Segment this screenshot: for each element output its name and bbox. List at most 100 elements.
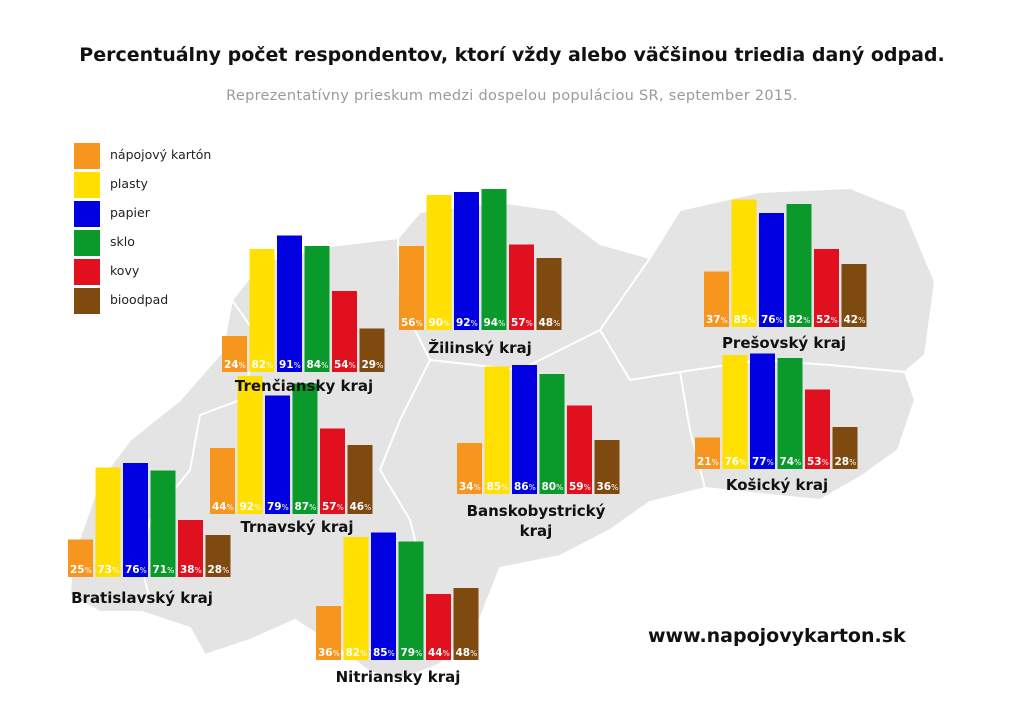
bar-value-number: 82 — [252, 359, 267, 371]
bar — [759, 213, 784, 327]
region-name-label: Banskobystrický — [467, 502, 606, 520]
bar — [704, 271, 729, 327]
bar-value-number: 28 — [208, 564, 223, 576]
bar-value-label: 46% — [350, 501, 372, 513]
bar-value-label: 34% — [459, 481, 481, 493]
bar-value-unit: % — [748, 316, 755, 325]
bar-value-number: 57 — [511, 317, 526, 329]
bar-value-unit: % — [498, 319, 505, 328]
bar-value-number: 79 — [401, 647, 416, 659]
bar-value-number: 21 — [697, 456, 712, 468]
bar-value-number: 52 — [816, 314, 831, 326]
bar-value-label: 57% — [511, 317, 533, 329]
bar-value-label: 42% — [844, 314, 866, 326]
bar-value-unit: % — [529, 483, 536, 492]
bar-value-unit: % — [167, 566, 174, 575]
bar-value-unit: % — [443, 649, 450, 658]
bar-value-label: 90% — [429, 317, 451, 329]
bar-value-number: 48 — [456, 647, 471, 659]
bar-value-label: 48% — [456, 647, 478, 659]
bar — [695, 437, 720, 469]
bar-value-label: 79% — [267, 501, 289, 513]
bar-value-unit: % — [222, 566, 229, 575]
bar-value-label: 37% — [706, 314, 728, 326]
region-border — [429, 257, 651, 372]
bar-value-unit: % — [849, 458, 856, 467]
website-link[interactable]: www.napojovykarton.sk — [648, 625, 906, 647]
bar-value-unit: % — [776, 316, 783, 325]
bar — [237, 376, 263, 514]
legend-item: kovy — [74, 259, 274, 285]
bar-value-unit: % — [321, 361, 328, 370]
bar-value-number: 44 — [212, 501, 227, 513]
bar-value-unit: % — [294, 361, 301, 370]
region-name-label: Bratislavský kraj — [71, 589, 213, 607]
bar — [68, 539, 93, 577]
bar — [210, 448, 235, 514]
chart-subtitle: Reprezentatívny prieskum medzi dospelou … — [226, 88, 798, 104]
bar-value-label: 28% — [835, 456, 857, 468]
bar-value-unit: % — [282, 503, 289, 512]
bar-value-label: 28% — [208, 564, 230, 576]
bar-value-label: 94% — [484, 317, 506, 329]
bar-value-number: 76 — [125, 564, 140, 576]
bar — [150, 470, 176, 577]
legend-swatch — [74, 288, 100, 314]
bar-value-label: 59% — [569, 481, 591, 493]
bar-value-number: 85 — [373, 647, 388, 659]
bar — [786, 204, 812, 327]
bar-value-unit: % — [858, 316, 865, 325]
bar-value-number: 48 — [539, 317, 554, 329]
bar — [332, 291, 357, 372]
bar-value-label: 82% — [252, 359, 274, 371]
bar — [750, 353, 775, 469]
bar — [316, 606, 341, 660]
bar-value-number: 71 — [153, 564, 168, 576]
region-border — [599, 329, 906, 382]
bar-value-unit: % — [739, 458, 746, 467]
region-name-label: Trnavský kraj — [240, 518, 353, 536]
bar — [567, 405, 592, 494]
bar-value-label: 82% — [346, 647, 368, 659]
bar — [304, 246, 330, 372]
legend-label: nápojový kartón — [110, 147, 212, 162]
bar-value-number: 34 — [459, 481, 474, 493]
bar-value-number: 73 — [98, 564, 113, 576]
bar-value-unit: % — [443, 319, 450, 328]
bar-value-number: 74 — [780, 456, 795, 468]
bar-value-label: 79% — [401, 647, 423, 659]
bar-value-unit: % — [526, 319, 533, 328]
bar — [594, 440, 620, 494]
bar-value-label: 77% — [752, 456, 774, 468]
legend-label: sklo — [110, 234, 135, 249]
bar — [249, 249, 275, 372]
bar-value-label: 44% — [212, 501, 234, 513]
bar-value-number: 82 — [346, 647, 361, 659]
bar-value-unit: % — [803, 316, 810, 325]
region-chart: 21% 76% 77% 74% 53% 28%Košický kraj — [695, 353, 858, 494]
legend-label: kovy — [110, 263, 140, 278]
bar-value-label: 57% — [322, 501, 344, 513]
legend-item: plasty — [74, 172, 274, 198]
bar — [222, 336, 247, 372]
legend-label: plasty — [110, 176, 148, 191]
bar-value-number: 59 — [569, 481, 584, 493]
bar — [539, 374, 565, 494]
legend-swatch — [74, 259, 100, 285]
bar-value-label: 29% — [362, 359, 384, 371]
bar-value-number: 57 — [322, 501, 337, 513]
bar-value-label: 76% — [125, 564, 147, 576]
bar-value-unit: % — [822, 458, 829, 467]
bar-value-unit: % — [470, 649, 477, 658]
bar — [512, 365, 537, 494]
bar-value-unit: % — [349, 361, 356, 370]
bar — [536, 258, 562, 330]
bar-value-unit: % — [140, 566, 147, 575]
region-name-label: Košický kraj — [726, 476, 828, 494]
bar-value-label: 53% — [807, 456, 829, 468]
bar — [399, 246, 424, 330]
bar — [731, 199, 757, 327]
bar-value-label: 73% — [98, 564, 120, 576]
bar — [371, 532, 396, 660]
bar-value-label: 91% — [279, 359, 301, 371]
